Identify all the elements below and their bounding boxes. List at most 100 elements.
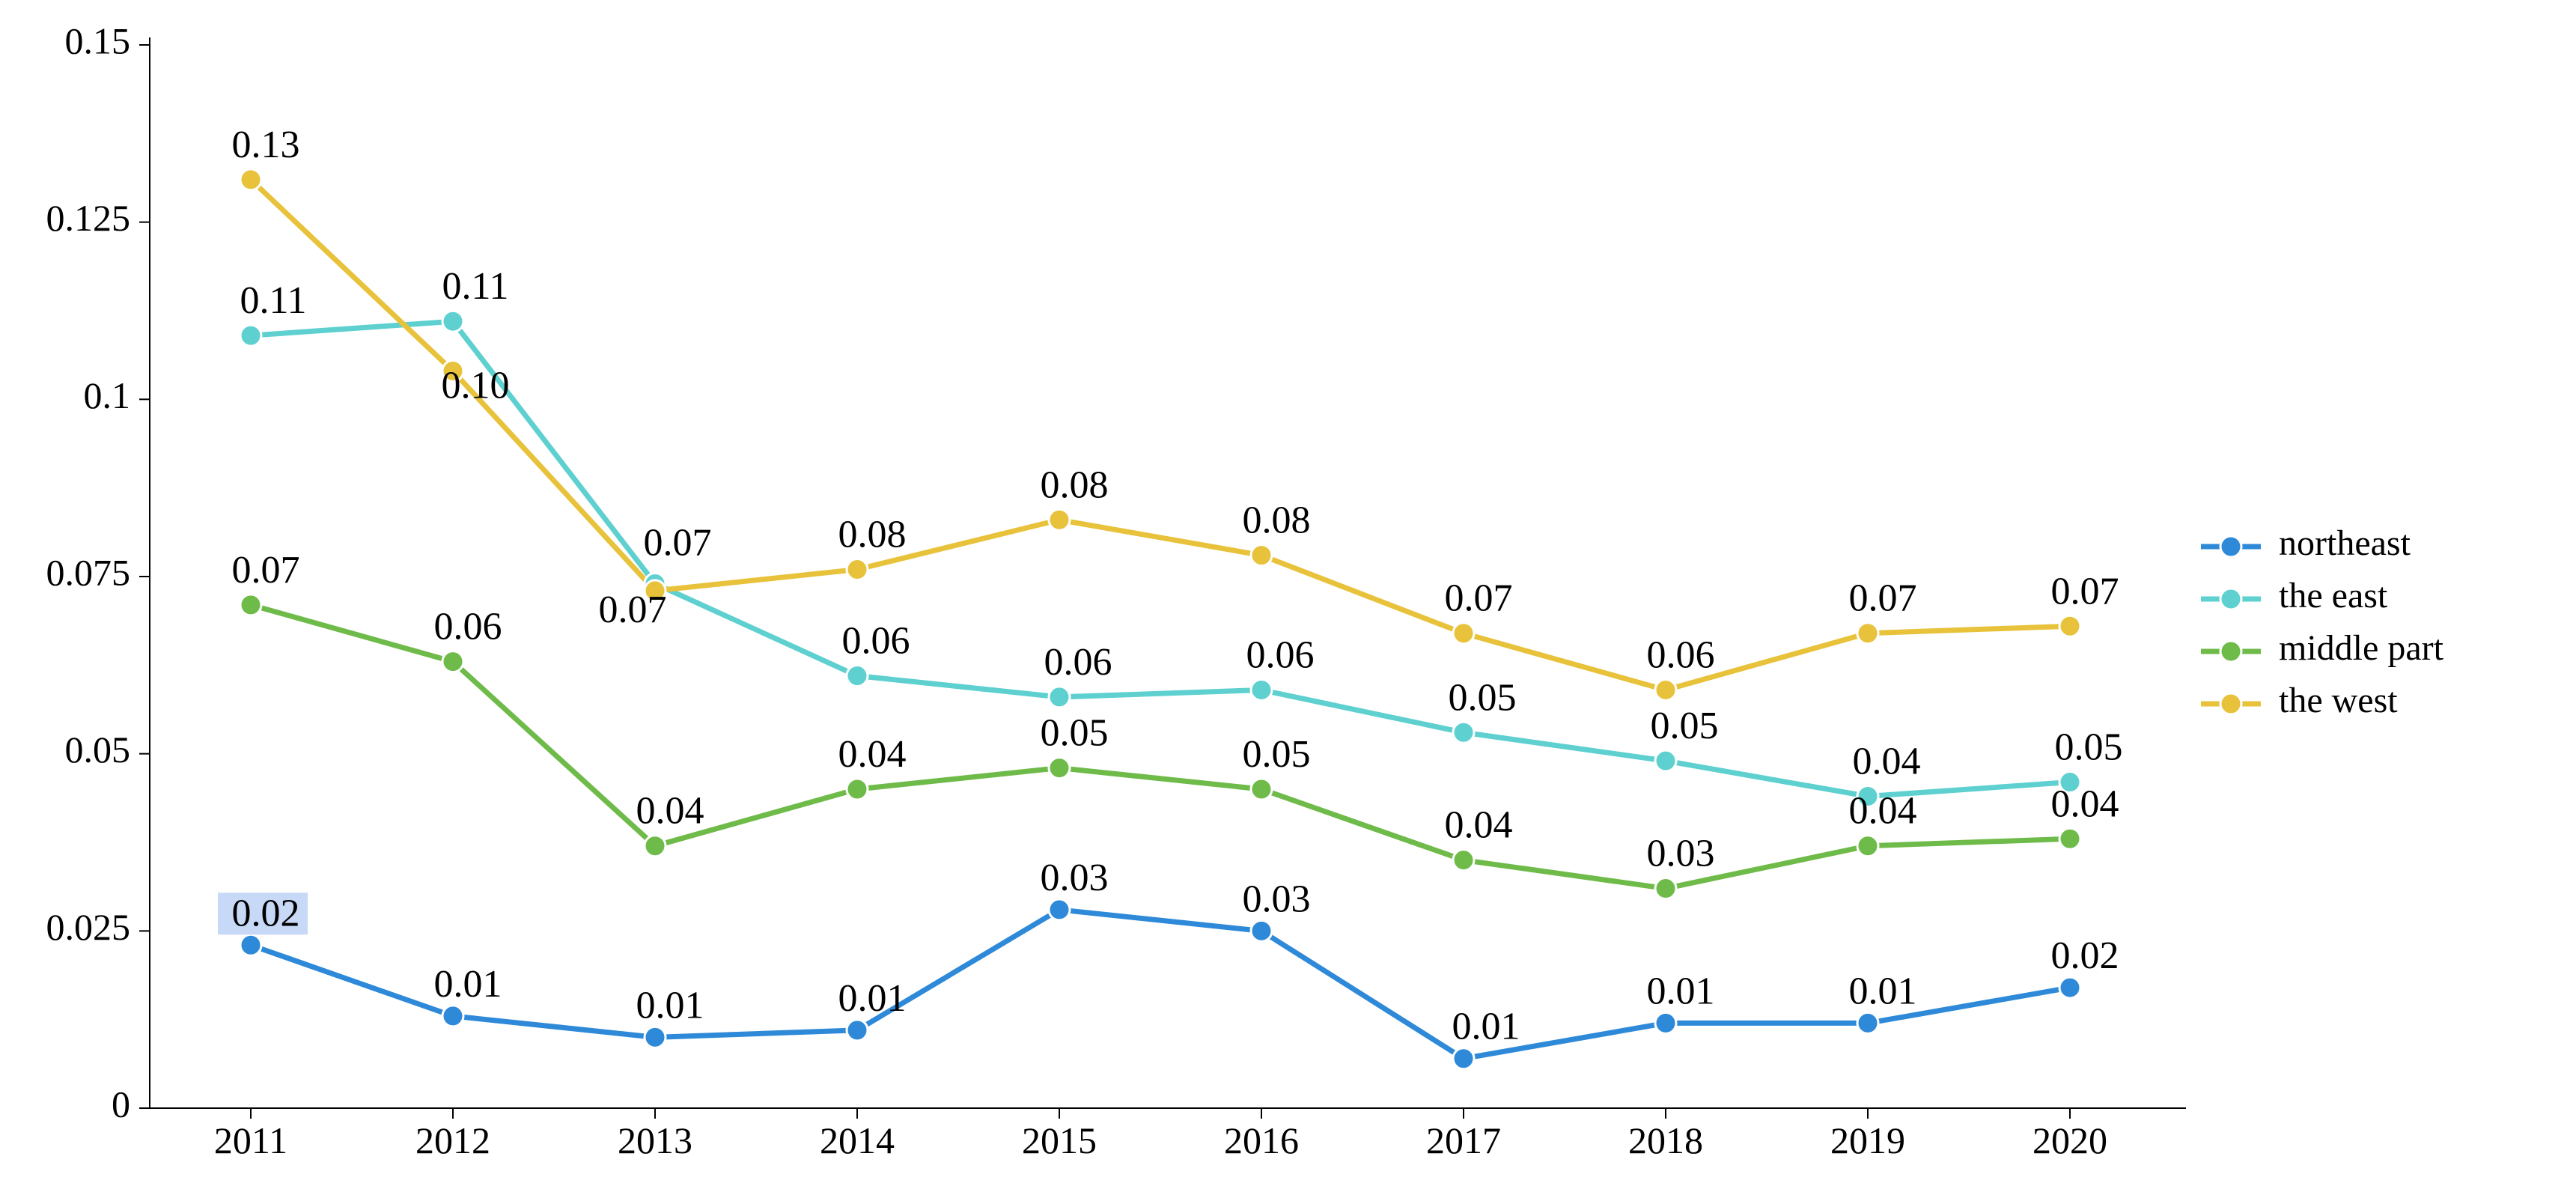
value-label-middle_part: 0.04 [1445,804,1513,847]
series-marker-the_east [240,325,261,346]
series-marker-the_west [1453,623,1474,644]
legend-label-northeast: northeast [2279,523,2411,563]
value-label-middle_part: 0.03 [1647,833,1715,875]
series-markers-group [240,169,2080,1069]
value-label-middle_part: 0.04 [838,733,907,776]
value-label-the_east: 0.06 [842,620,910,663]
value-label-the_west: 0.07 [2051,570,2119,612]
value-label-northeast: 0.01 [1452,1006,1520,1048]
value-label-middle_part: 0.05 [1041,712,1109,755]
series-marker-middle_part [1655,878,1676,899]
series-marker-northeast [2059,977,2080,998]
series-marker-northeast [645,1027,666,1048]
value-label-middle_part: 0.07 [232,549,300,592]
series-marker-the_west [2059,615,2080,636]
value-label-the_east: 0.11 [442,265,508,308]
series-marker-middle_part [1251,779,1272,800]
value-label-northeast: 0.01 [1647,970,1715,1012]
y-tick-label: 0.025 [46,906,131,948]
series-marker-middle_part [1453,850,1474,871]
series-line-northeast [251,910,2070,1059]
series-lines-group [251,180,2070,1059]
x-tick-label: 2019 [1830,1119,1905,1161]
x-tick-label: 2015 [1022,1119,1097,1161]
value-label-the_east: 0.05 [1651,705,1719,747]
y-tick-label: 0 [112,1083,130,1125]
series-marker-the_east [1453,722,1474,743]
y-tick-label: 0.075 [46,551,131,593]
value-label-the_west: 0.08 [1041,463,1109,506]
x-tick-label: 2012 [415,1119,490,1161]
series-labels-group: 0.02 0.01 0.01 0.01 0.03 0.03 0.01 0.01 0.01 0.02… [218,124,2123,1048]
series-marker-the_west [240,169,261,190]
value-label-the_west: 0.06 [1647,633,1715,676]
series-line-the_west [251,180,2070,690]
series-marker-the_west [1857,623,1878,644]
series-marker-northeast [1655,1012,1676,1033]
series-marker-middle_part [2059,828,2080,849]
value-label-northeast: 0.02 [2051,934,2119,977]
x-tick-label: 2017 [1426,1119,1501,1161]
series-marker-the_west [1251,545,1272,566]
value-label-the_west: 0.07 [599,589,667,631]
series-marker-the_west [847,559,868,580]
value-label-the_west: 0.08 [838,514,907,556]
value-label-northeast: 0.02 [232,892,300,934]
value-label-the_east: 0.07 [644,521,712,564]
line-chart: 0 0.025 0.05 0.075 0.1 0.125 0.15 2011 2012 2013 2… [0,0,2576,1204]
series-marker-northeast [240,934,261,955]
x-tick-label: 2014 [820,1119,895,1161]
chart-container: 0 0.025 0.05 0.075 0.1 0.125 0.15 2011 2012 2013 2… [0,0,2576,1204]
value-label-northeast: 0.03 [1041,857,1109,899]
series-marker-northeast [847,1020,868,1041]
value-label-the_east: 0.06 [1246,633,1315,676]
series-marker-northeast [1251,920,1272,941]
value-label-northeast: 0.01 [838,977,907,1020]
value-label-the_east: 0.11 [240,279,306,322]
legend-marker-the_west [2220,693,2241,714]
series-marker-northeast [1049,899,1070,920]
series-marker-middle_part [1049,758,1070,779]
value-label-middle_part: 0.06 [434,606,502,648]
value-label-the_east: 0.06 [1044,641,1112,684]
legend: northeastthe eastmiddle partthe west [2201,523,2444,720]
series-line-middle_part [251,605,2070,889]
value-label-middle_part: 0.04 [636,790,704,833]
series-marker-middle_part [847,779,868,800]
series-marker-northeast [442,1006,463,1027]
legend-marker-the_east [2220,589,2241,609]
value-label-the_west: 0.08 [1243,499,1311,542]
x-tick-label: 2018 [1628,1119,1703,1161]
series-marker-middle_part [1857,836,1878,857]
legend-label-the_east: the east [2279,576,2388,615]
value-label-the_east: 0.05 [1449,676,1517,719]
series-marker-northeast [1857,1012,1878,1033]
x-tick-label: 2013 [618,1119,692,1161]
value-label-the_west: 0.10 [442,364,510,407]
value-label-middle_part: 0.05 [1243,733,1311,776]
value-label-northeast: 0.01 [1849,970,1917,1012]
series-marker-middle_part [645,836,666,857]
series-marker-the_west [1655,679,1676,700]
y-tick-label: 0.05 [65,729,131,770]
value-label-middle_part: 0.04 [2051,782,2119,825]
y-tick-label: 0.15 [65,19,131,61]
legend-marker-middle_part [2220,641,2241,662]
x-tick-label: 2011 [214,1119,287,1161]
legend-label-middle_part: middle part [2279,628,2444,668]
series-marker-the_east [442,311,463,332]
series-marker-northeast [1453,1048,1474,1069]
series-marker-the_east [1049,687,1070,708]
series-marker-middle_part [240,595,261,615]
series-marker-the_east [1251,679,1272,700]
value-label-the_west: 0.07 [1445,577,1513,620]
value-label-the_west: 0.13 [232,124,300,166]
value-label-the_west: 0.07 [1849,577,1917,620]
value-label-the_east: 0.05 [2055,726,2123,769]
legend-marker-northeast [2220,536,2241,557]
y-tick-label: 0.1 [84,374,131,416]
value-label-northeast: 0.01 [636,984,704,1027]
y-tick-label: 0.125 [46,197,131,239]
value-label-northeast: 0.01 [434,963,502,1006]
series-marker-the_east [1655,750,1676,771]
